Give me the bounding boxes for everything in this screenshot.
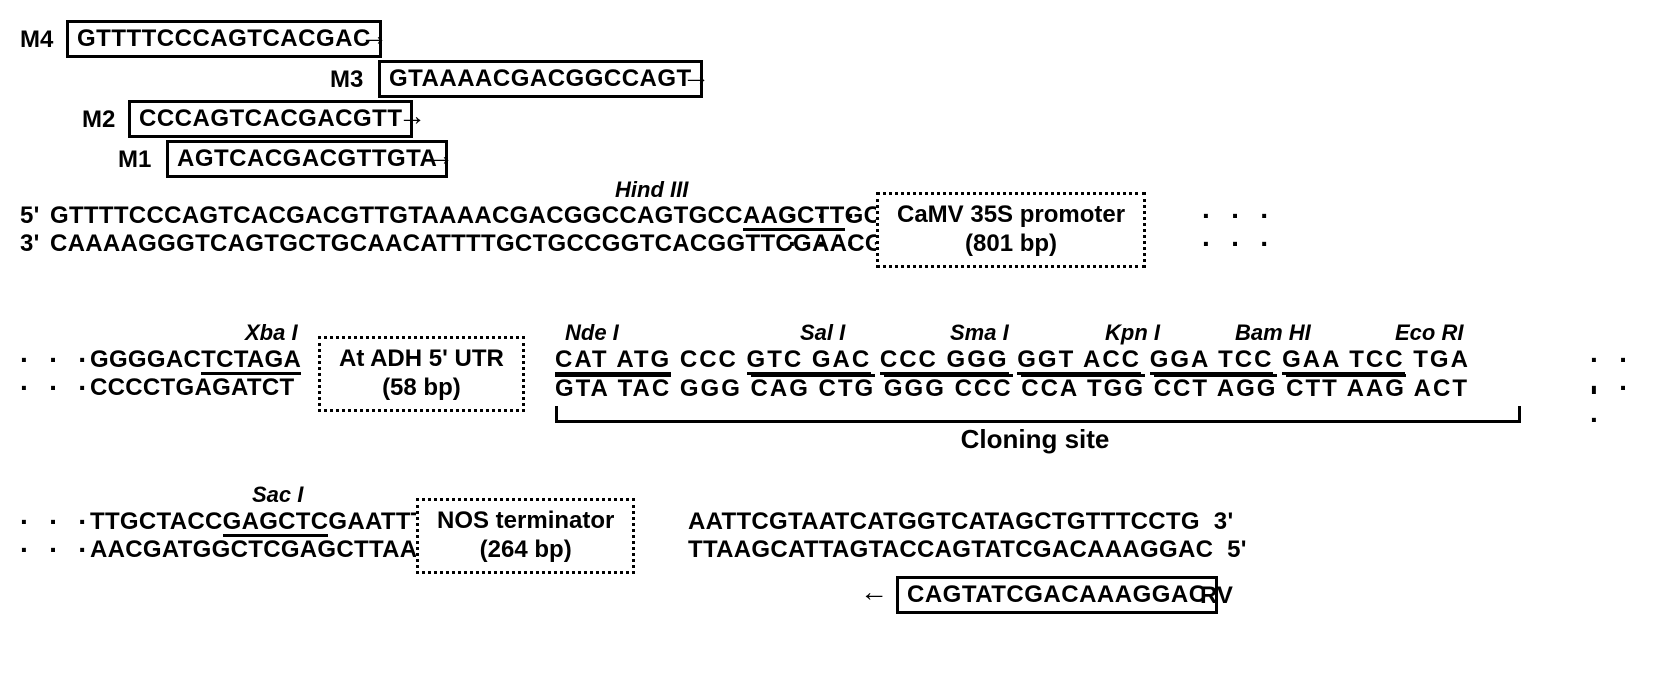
row2-bot-seq: CCCCTGAGATCT xyxy=(90,374,294,402)
arrow-right-icon: → xyxy=(682,60,710,92)
cloning-site-label: Cloning site xyxy=(555,424,1515,455)
primer-m4-label: M4 xyxy=(20,26,53,54)
feature-nos-size: (264 bp) xyxy=(437,536,614,565)
enzyme-xbai-label: Xba I xyxy=(245,320,298,346)
mcs-bot-seq: GTA TAC GGG CAG CTG GGG CCC CCA TGG CCT … xyxy=(555,374,1469,403)
feature-adh5utr-box: At ADH 5' UTR (58 bp) xyxy=(318,336,525,412)
row1-bot-seq: CAAAAGGGTCAGTGCTGCAACATTTTGCTGCCGGTCACGG… xyxy=(50,230,899,258)
dots: · · · xyxy=(788,228,862,260)
row1-top-seq: GTTTTCCCAGTCACGACGTTGTAAAACGACGGCCAGTGCC… xyxy=(50,202,899,231)
primer-rv-box: CAGTATCGACAAAGGAC xyxy=(896,576,1218,614)
enzyme-saci-label: Sac I xyxy=(252,482,303,508)
primer-m2-box: CCCAGTCACGACGTT xyxy=(128,100,413,138)
row1-5prime: 5' xyxy=(20,202,40,230)
feature-camv35s-name: CaMV 35S promoter xyxy=(897,201,1125,230)
primer-m2-label: M2 xyxy=(82,106,115,134)
primer-m4-box: GTTTTCCCAGTCACGAC xyxy=(66,20,382,58)
primer-m1-box: AGTCACGACGTTGTA xyxy=(166,140,448,178)
primer-rv-label: RV xyxy=(1200,582,1233,610)
feature-adh5utr-name: At ADH 5' UTR xyxy=(339,345,504,374)
feature-adh5utr-size: (58 bp) xyxy=(339,374,504,403)
primer-m3-label: M3 xyxy=(330,66,363,94)
row1-3prime: 3' xyxy=(20,230,40,258)
feature-camv35s-box: CaMV 35S promoter (801 bp) xyxy=(876,192,1146,268)
arrow-right-icon: → xyxy=(360,20,388,52)
arrow-right-icon: → xyxy=(426,140,454,172)
primer-m3-box: GTAAAACGACGGCCAGT xyxy=(378,60,703,98)
enzyme-sali-label: Sal I xyxy=(800,320,845,346)
enzyme-ndei-label: Nde I xyxy=(565,320,619,346)
enzyme-smai-label: Sma I xyxy=(950,320,1009,346)
row3-tail-bot: TTAAGCATTAGTACCAGTATCGACAAAGGAC 5' xyxy=(688,536,1247,564)
feature-nos-name: NOS terminator xyxy=(437,507,614,536)
row3-bot-seq: AACGATGGCTCGAGCTTAAA xyxy=(90,536,435,564)
row3-top-seq: TTGCTACCGAGCTCGAATTT xyxy=(90,508,426,537)
dots: · · · xyxy=(20,372,94,404)
enzyme-ecori-label: Eco RI xyxy=(1395,320,1463,346)
dots: · · · xyxy=(1590,372,1660,436)
cloning-site-bracket xyxy=(555,406,1521,423)
row3-tail-top: AATTCGTAATCATGGTCATAGCTGTTTCCTG 3' xyxy=(688,508,1233,536)
dots: · · · xyxy=(1202,228,1276,260)
dots: · · · xyxy=(20,534,94,566)
arrow-right-icon: → xyxy=(398,100,426,132)
enzyme-bamhi-label: Bam HI xyxy=(1235,320,1311,346)
primer-m1-label: M1 xyxy=(118,146,151,174)
feature-nos-box: NOS terminator (264 bp) xyxy=(416,498,635,574)
feature-camv35s-size: (801 bp) xyxy=(897,230,1125,259)
row2-top-seq: GGGGACTCTAGA xyxy=(90,346,301,375)
vector-diagram: M4 GTTTTCCCAGTCACGAC → M3 GTAAAACGACGGCC… xyxy=(20,20,1660,676)
arrow-left-icon: ← xyxy=(860,576,888,608)
enzyme-hindiii-label: Hind III xyxy=(615,177,688,203)
mcs-top-seq: CAT ATG CCC GTC GAC CCC GGG GGT ACC GGA … xyxy=(555,346,1470,375)
enzyme-kpni-label: Kpn I xyxy=(1105,320,1160,346)
